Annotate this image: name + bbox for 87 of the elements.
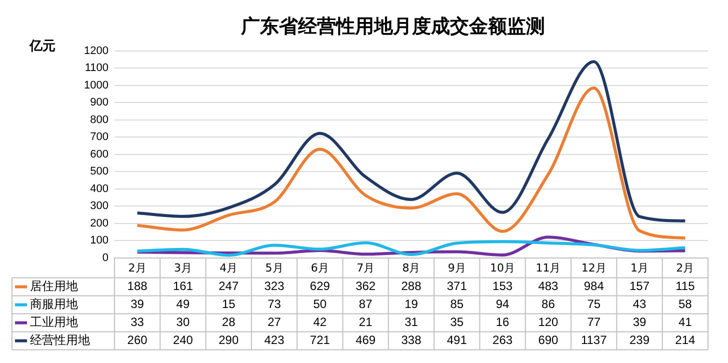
data-label: 49 <box>176 297 190 312</box>
legend-label: 商服用地 <box>30 296 78 311</box>
y-tick-label: 700 <box>90 131 108 144</box>
y-axis-title: 亿元 <box>28 39 56 54</box>
data-label: 263 <box>492 333 513 348</box>
data-label: 362 <box>356 279 376 294</box>
y-tick-label: 900 <box>90 96 108 109</box>
y-tick-label: 1000 <box>84 79 108 92</box>
data-label: 157 <box>630 279 650 294</box>
data-label: 39 <box>130 297 144 312</box>
data-label: 39 <box>632 315 647 330</box>
y-tick-label: 0 <box>102 252 108 264</box>
data-label: 214 <box>675 333 696 348</box>
y-tick-label: 200 <box>90 217 108 230</box>
x-tick-label: 7月 <box>356 261 375 274</box>
y-tick-label: 300 <box>90 200 108 212</box>
data-label: 120 <box>538 315 559 330</box>
data-label: 323 <box>264 279 285 294</box>
data-label: 288 <box>401 279 422 294</box>
data-label: 42 <box>313 315 327 330</box>
data-label: 21 <box>358 315 373 330</box>
y-tick-label: 100 <box>90 234 108 247</box>
data-label: 94 <box>496 297 510 312</box>
data-label: 77 <box>587 315 601 330</box>
data-label: 721 <box>310 333 330 348</box>
x-tick-label: 5月 <box>265 261 284 274</box>
line-series <box>136 86 687 240</box>
x-tick-label: 2月 <box>128 261 146 274</box>
data-label: 75 <box>587 297 601 312</box>
data-label: 15 <box>222 297 236 312</box>
x-tick-label: 2月 <box>676 261 694 274</box>
y-tick-label: 800 <box>90 114 108 126</box>
x-tick-label: 1月 <box>630 261 649 274</box>
data-label: 28 <box>222 315 236 330</box>
data-label: 19 <box>404 297 418 312</box>
data-label: 371 <box>446 279 468 294</box>
data-label: 16 <box>496 315 510 330</box>
data-label: 290 <box>218 333 239 348</box>
legend-label: 居住用地 <box>30 278 78 293</box>
x-tick-label: 9月 <box>448 261 466 274</box>
data-label: 690 <box>538 333 559 348</box>
data-label: 86 <box>542 297 556 312</box>
y-tick-label: 500 <box>90 166 108 178</box>
data-label: 87 <box>358 297 373 312</box>
y-tick-label: 1200 <box>84 44 108 57</box>
data-label: 73 <box>268 297 282 312</box>
data-label: 33 <box>130 315 144 330</box>
data-label: 240 <box>172 333 194 348</box>
line-series <box>136 240 687 257</box>
legend-label: 工业用地 <box>30 314 78 329</box>
data-label: 239 <box>630 333 650 348</box>
x-tick-label: 11月 <box>536 261 561 274</box>
x-tick-label: 4月 <box>220 261 238 274</box>
data-label: 338 <box>401 333 422 348</box>
x-tick-label: 12月 <box>581 261 606 274</box>
line-series <box>136 60 687 222</box>
data-label: 31 <box>404 315 418 330</box>
data-label: 491 <box>446 333 468 348</box>
legend-label: 经营性用地 <box>30 332 90 347</box>
data-label: 30 <box>176 315 190 330</box>
x-tick-label: 8月 <box>402 261 420 274</box>
data-label: 43 <box>632 297 647 312</box>
data-label: 27 <box>268 315 282 330</box>
data-label: 58 <box>678 297 692 312</box>
data-label: 153 <box>492 279 513 294</box>
data-label: 41 <box>678 315 692 330</box>
data-label: 984 <box>584 279 604 294</box>
data-label: 247 <box>218 279 239 294</box>
data-label: 35 <box>450 315 464 330</box>
x-tick-label: 6月 <box>310 261 329 274</box>
y-tick-label: 600 <box>90 148 108 160</box>
data-label: 50 <box>313 297 327 312</box>
y-tick-label: 1100 <box>84 62 108 74</box>
data-label: 1137 <box>580 333 608 348</box>
data-label: 115 <box>676 279 696 294</box>
data-label: 188 <box>127 279 148 294</box>
chart-title: 广东省经营性用地月度成交金额监测 <box>240 15 545 38</box>
x-tick-label: 3月 <box>174 261 192 274</box>
data-label: 469 <box>356 333 376 348</box>
x-tick-label: 10月 <box>490 261 516 274</box>
data-label: 423 <box>264 333 285 348</box>
data-label: 85 <box>450 297 464 312</box>
data-label: 629 <box>310 279 330 294</box>
y-tick-label: 400 <box>90 182 108 195</box>
data-label: 260 <box>127 333 148 348</box>
data-label: 161 <box>172 279 194 294</box>
data-label: 483 <box>538 279 559 294</box>
